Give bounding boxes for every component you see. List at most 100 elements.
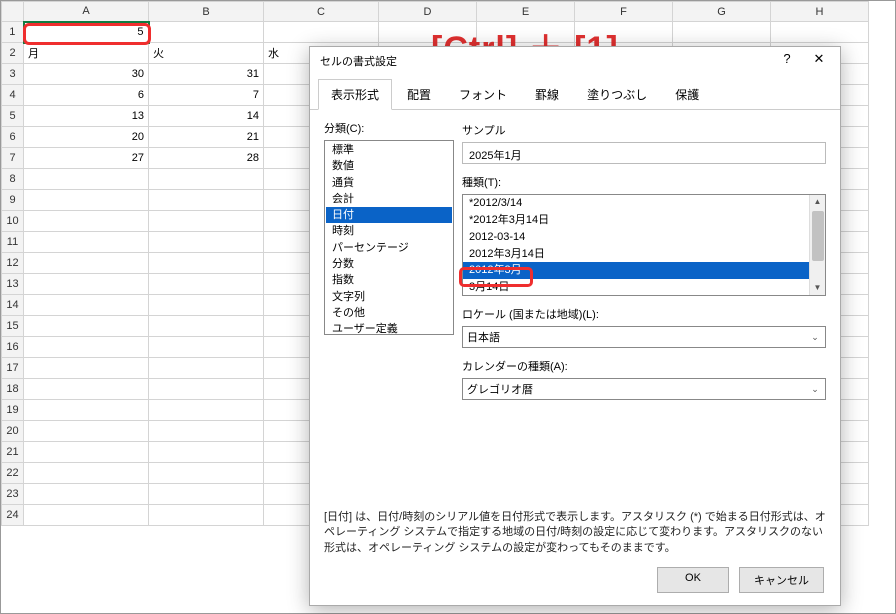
chevron-down-icon[interactable]: ⌄ [807,329,823,345]
row-header[interactable]: 2 [2,43,24,64]
scroll-up-icon[interactable]: ▲ [810,195,825,209]
col-header[interactable]: H [771,2,869,22]
close-button[interactable]: ✕ [806,51,832,71]
col-header[interactable]: C [264,2,379,22]
cell-B2[interactable]: 火 [149,43,264,64]
cell-B10[interactable] [149,211,264,232]
col-header[interactable]: E [477,2,575,22]
cell-D1[interactable] [379,22,477,43]
locale-combo[interactable]: 日本語 ⌄ [462,326,826,348]
cell-A19[interactable] [24,400,149,421]
cell-B4[interactable]: 7 [149,85,264,106]
row-header[interactable]: 10 [2,211,24,232]
row-header[interactable]: 4 [2,85,24,106]
cell-G1[interactable] [673,22,771,43]
row-header[interactable]: 13 [2,274,24,295]
cell-B11[interactable] [149,232,264,253]
cell-C1[interactable] [264,22,379,43]
cell-B17[interactable] [149,358,264,379]
category-item[interactable]: 通貨 [326,175,452,191]
row-header[interactable]: 5 [2,106,24,127]
scroll-thumb[interactable] [812,211,824,261]
row-header[interactable]: 20 [2,421,24,442]
cell-B1[interactable] [149,22,264,43]
cell-B18[interactable] [149,379,264,400]
cell-A11[interactable] [24,232,149,253]
row-header[interactable]: 6 [2,127,24,148]
cell-A8[interactable] [24,169,149,190]
cell-A23[interactable] [24,484,149,505]
category-item[interactable]: 分数 [326,256,452,272]
scroll-down-icon[interactable]: ▼ [810,281,825,295]
cell-A15[interactable] [24,316,149,337]
cell-A16[interactable] [24,337,149,358]
cell-A20[interactable] [24,421,149,442]
col-header[interactable]: F [575,2,673,22]
cell-A21[interactable] [24,442,149,463]
row-header[interactable]: 19 [2,400,24,421]
tab-5[interactable]: 保護 [662,79,712,109]
cell-A18[interactable] [24,379,149,400]
ok-button[interactable]: OK [657,567,729,593]
row-header[interactable]: 21 [2,442,24,463]
cell-B13[interactable] [149,274,264,295]
type-scrollbar[interactable]: ▲ ▼ [809,195,825,295]
tab-1[interactable]: 配置 [394,79,444,109]
calendar-combo[interactable]: グレゴリオ暦 ⌄ [462,378,826,400]
row-header[interactable]: 12 [2,253,24,274]
cell-A24[interactable] [24,505,149,526]
cell-A6[interactable]: 20 [24,127,149,148]
cell-B15[interactable] [149,316,264,337]
tab-2[interactable]: フォント [446,79,520,109]
type-item[interactable]: *2012/3/14 [463,195,825,212]
cell-A2[interactable]: 月 [24,43,149,64]
category-list[interactable]: 標準数値通貨会計日付時刻パーセンテージ分数指数文字列その他ユーザー定義 [324,140,454,335]
tab-3[interactable]: 罫線 [522,79,572,109]
row-header[interactable]: 7 [2,148,24,169]
cell-A10[interactable] [24,211,149,232]
cancel-button[interactable]: キャンセル [739,567,824,593]
category-item[interactable]: パーセンテージ [326,240,452,256]
cell-A14[interactable] [24,295,149,316]
cell-B9[interactable] [149,190,264,211]
row-header[interactable]: 11 [2,232,24,253]
row-header[interactable]: 14 [2,295,24,316]
category-item[interactable]: 指数 [326,272,452,288]
type-list[interactable]: *2012/3/14*2012年3月14日2012-03-142012年3月14… [462,194,826,296]
help-button[interactable]: ? [774,51,800,71]
cell-B24[interactable] [149,505,264,526]
category-item[interactable]: 日付 [326,207,452,223]
tab-4[interactable]: 塗りつぶし [574,79,660,109]
type-item[interactable]: *2012年3月14日 [463,212,825,229]
col-header[interactable]: A [24,2,149,22]
cell-B12[interactable] [149,253,264,274]
cell-A12[interactable] [24,253,149,274]
cell-B19[interactable] [149,400,264,421]
cell-A22[interactable] [24,463,149,484]
cell-F1[interactable] [575,22,673,43]
category-item[interactable]: ユーザー定義 [326,321,452,335]
row-header[interactable]: 3 [2,64,24,85]
cell-A3[interactable]: 30 [24,64,149,85]
cell-B16[interactable] [149,337,264,358]
row-header[interactable]: 8 [2,169,24,190]
cell-B22[interactable] [149,463,264,484]
type-item[interactable]: 2012年3月14日 [463,246,825,263]
tab-0[interactable]: 表示形式 [318,79,392,110]
cell-B3[interactable]: 31 [149,64,264,85]
cell-H1[interactable] [771,22,869,43]
cell-A9[interactable] [24,190,149,211]
cell-B23[interactable] [149,484,264,505]
category-item[interactable]: 会計 [326,191,452,207]
category-item[interactable]: 標準 [326,142,452,158]
row-header[interactable]: 23 [2,484,24,505]
cell-B21[interactable] [149,442,264,463]
cell-A7[interactable]: 27 [24,148,149,169]
row-header[interactable]: 24 [2,505,24,526]
category-item[interactable]: 数値 [326,158,452,174]
cell-B8[interactable] [149,169,264,190]
category-item[interactable]: 文字列 [326,289,452,305]
row-header[interactable]: 18 [2,379,24,400]
row-header[interactable]: 16 [2,337,24,358]
category-item[interactable]: 時刻 [326,223,452,239]
